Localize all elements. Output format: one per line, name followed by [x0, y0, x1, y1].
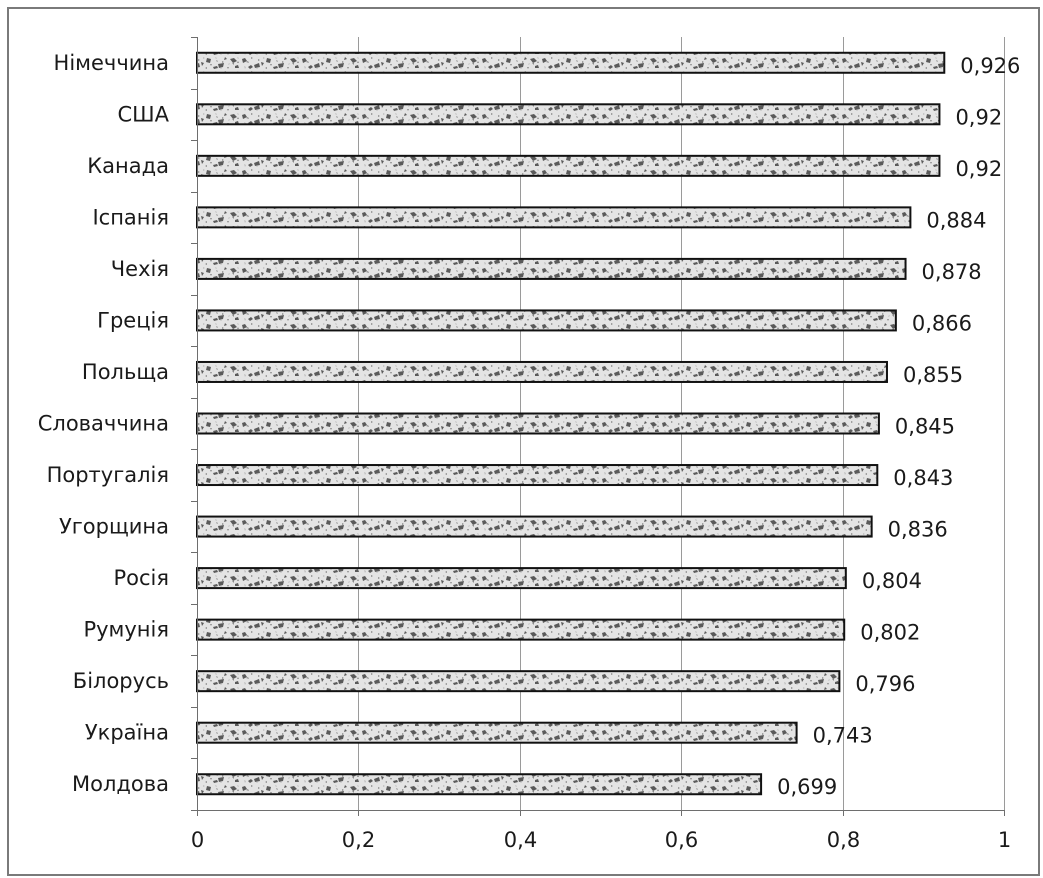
axes [191, 37, 1005, 816]
bars [196, 51, 946, 796]
bar-15 [196, 773, 763, 796]
data-label: 0,843 [893, 466, 953, 490]
category-label: Угорщина [59, 515, 169, 539]
data-label: 0,92 [955, 105, 1002, 129]
bar-1 [196, 51, 946, 74]
bar-10 [196, 515, 873, 538]
labels: 0 0,2 0,4 0,6 0,8 1 Німеччина 0,926 США 0,92 Канад… [38, 51, 1021, 852]
data-label: 0,884 [926, 208, 986, 232]
data-label: 0,866 [912, 311, 972, 335]
category-label: Білорусь [73, 669, 169, 693]
data-label: 0,836 [888, 518, 948, 542]
bar-8 [196, 412, 880, 435]
bar-12 [196, 618, 846, 641]
category-label: Іспанія [92, 205, 169, 229]
data-label: 0,699 [777, 775, 837, 799]
x-tick-label: 0 [191, 828, 204, 852]
category-label: США [118, 102, 170, 126]
data-label: 0,802 [860, 621, 920, 645]
data-label: 0,796 [855, 672, 915, 696]
bar-11 [196, 567, 847, 590]
bar-13 [196, 670, 841, 693]
category-label: Греція [97, 308, 169, 332]
category-label: Португалія [47, 463, 169, 487]
category-label: Словаччина [38, 412, 169, 436]
bar-7 [196, 360, 888, 383]
category-label: Польща [82, 360, 169, 384]
bar-2 [196, 103, 941, 126]
bar-5 [196, 257, 907, 280]
bar-4 [196, 206, 912, 229]
category-label: Україна [85, 721, 169, 745]
x-tick-label: 0,2 [342, 828, 375, 852]
bar-9 [196, 464, 879, 487]
bar-14 [196, 721, 798, 744]
data-label: 0,878 [922, 260, 982, 284]
category-label: Чехія [111, 257, 169, 281]
x-tick-label: 1 [998, 828, 1011, 852]
data-label: 0,926 [960, 54, 1020, 78]
category-label: Молдова [72, 772, 169, 796]
x-tick-label: 0,6 [665, 828, 698, 852]
x-tick-label: 0,4 [504, 828, 537, 852]
category-label: Румунія [83, 618, 169, 642]
data-label: 0,855 [903, 363, 963, 387]
category-label: Німеччина [54, 51, 169, 75]
category-label: Канада [87, 154, 169, 178]
bar-6 [196, 309, 897, 332]
data-label: 0,845 [895, 415, 955, 439]
category-label: Росія [113, 566, 169, 590]
data-label: 0,804 [862, 569, 922, 593]
bar-3 [196, 154, 941, 177]
data-label: 0,92 [955, 157, 1002, 181]
data-label: 0,743 [813, 724, 873, 748]
x-tick-label: 0,8 [827, 828, 860, 852]
